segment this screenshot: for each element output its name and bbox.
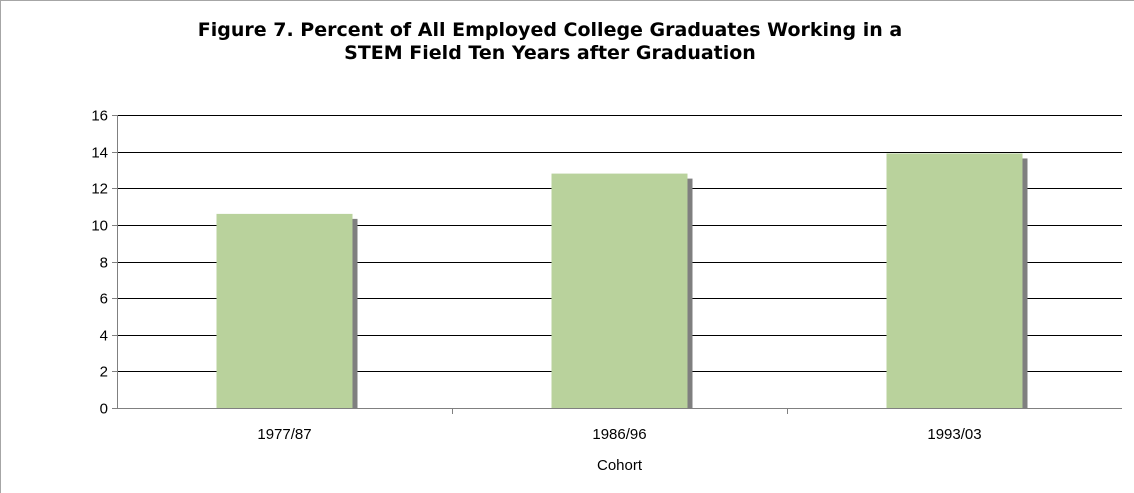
y-tick-label: 6 — [100, 291, 108, 308]
y-tick-label: 2 — [100, 364, 108, 381]
y-tick-label: 8 — [100, 255, 108, 272]
y-tick-label: 0 — [100, 401, 108, 418]
x-tick-label: 1986/96 — [592, 426, 646, 443]
x-axis-title: Cohort — [597, 457, 643, 474]
bar — [886, 153, 1023, 408]
x-tick-label: 1977/87 — [257, 426, 311, 443]
bar — [216, 213, 353, 408]
y-tick-label: 10 — [91, 218, 108, 235]
chart-title-line-2: STEM Field Ten Years after Graduation — [344, 42, 756, 64]
bar — [551, 173, 688, 408]
chart-title: Figure 7. Percent of All Employed Colleg… — [140, 19, 960, 65]
y-tick-label: 12 — [91, 181, 108, 198]
chart-title-line-1: Figure 7. Percent of All Employed Colleg… — [197, 19, 903, 41]
y-tick-label: 16 — [91, 108, 108, 125]
y-tick-label: 4 — [100, 328, 108, 345]
y-tick-label: 14 — [91, 145, 108, 162]
x-tick-label: 1993/03 — [927, 426, 981, 443]
